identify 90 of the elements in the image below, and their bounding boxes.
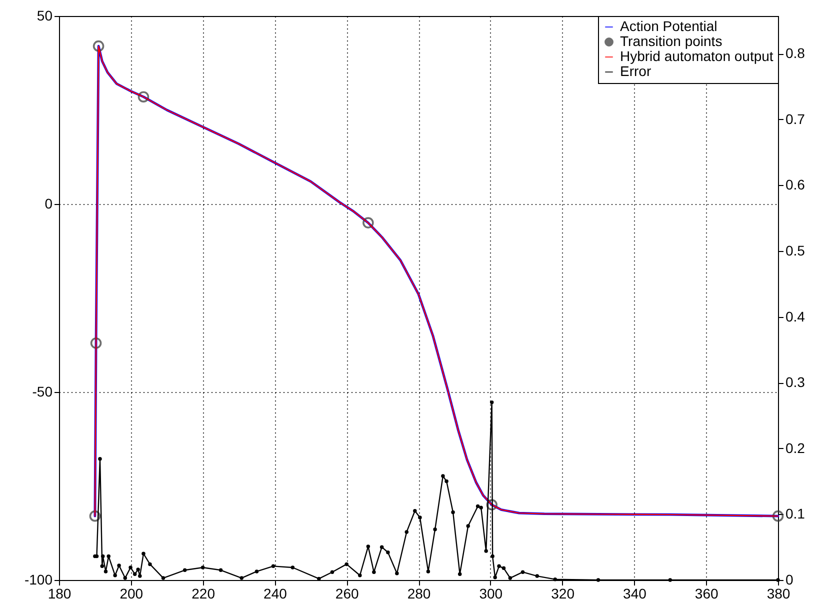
point bbox=[596, 578, 600, 582]
point bbox=[104, 570, 108, 574]
legend-label: Action Potential bbox=[620, 18, 718, 34]
point bbox=[395, 572, 399, 576]
point bbox=[386, 550, 390, 554]
point bbox=[497, 564, 501, 568]
point bbox=[466, 524, 470, 528]
point bbox=[138, 91, 150, 102]
x-tick-label: 240 bbox=[264, 586, 288, 602]
point bbox=[132, 572, 137, 576]
point bbox=[148, 562, 152, 566]
point bbox=[502, 566, 506, 570]
point bbox=[161, 576, 166, 580]
x-tick-label: 180 bbox=[48, 586, 72, 602]
x-tick-label: 200 bbox=[120, 586, 144, 602]
point bbox=[553, 577, 557, 582]
point bbox=[668, 578, 672, 582]
point bbox=[433, 527, 437, 532]
y2-tick-label: 0.1 bbox=[786, 506, 806, 522]
x-tick-label: 320 bbox=[551, 586, 575, 602]
point bbox=[486, 499, 498, 510]
point bbox=[426, 570, 430, 574]
legend-label: Error bbox=[620, 63, 652, 79]
point bbox=[493, 576, 497, 580]
y2-tick-label: 0 bbox=[786, 572, 794, 588]
point bbox=[479, 506, 483, 510]
point bbox=[366, 544, 370, 548]
x-tick-label: 380 bbox=[766, 586, 790, 602]
x-tick-label: 360 bbox=[694, 586, 718, 602]
y-tick-label: 50 bbox=[36, 8, 53, 24]
point bbox=[358, 574, 362, 578]
point bbox=[98, 457, 102, 461]
y-tick-label: -50 bbox=[32, 384, 53, 400]
point bbox=[490, 400, 494, 404]
point bbox=[136, 568, 140, 572]
point bbox=[330, 570, 334, 574]
y-tick-label: -100 bbox=[24, 572, 53, 588]
point bbox=[290, 566, 295, 570]
x-tick-label: 220 bbox=[192, 586, 216, 602]
point bbox=[404, 530, 409, 534]
point bbox=[444, 479, 448, 484]
point bbox=[484, 549, 488, 553]
y2-tick-label: 0.2 bbox=[786, 440, 806, 456]
point bbox=[458, 572, 462, 576]
point bbox=[100, 554, 105, 558]
point bbox=[106, 554, 110, 558]
point bbox=[418, 516, 422, 520]
y2-tick-label: 0.5 bbox=[786, 242, 806, 258]
point bbox=[138, 574, 142, 578]
point bbox=[380, 545, 384, 549]
point bbox=[441, 474, 445, 478]
point bbox=[254, 570, 259, 574]
y2-tick-label: 0.3 bbox=[786, 374, 806, 390]
point bbox=[372, 570, 376, 574]
point bbox=[123, 576, 128, 580]
point bbox=[451, 510, 455, 514]
point bbox=[90, 337, 102, 349]
point bbox=[200, 566, 205, 570]
legend-label: Hybrid automaton output bbox=[620, 48, 774, 64]
x-tick-label: 260 bbox=[335, 586, 359, 602]
point bbox=[100, 564, 104, 568]
point bbox=[240, 576, 244, 580]
x-tick-label: 280 bbox=[407, 586, 431, 602]
point bbox=[142, 552, 146, 556]
point bbox=[182, 568, 187, 572]
point bbox=[218, 568, 223, 572]
point bbox=[413, 509, 417, 513]
y2-tick-label: 0.7 bbox=[786, 110, 806, 127]
point bbox=[535, 574, 540, 578]
y2-tick-label: 0.4 bbox=[786, 308, 806, 324]
y2-tick-label: 0.6 bbox=[786, 176, 806, 193]
legend-label: Transition points bbox=[620, 33, 722, 49]
y-tick-label: 0 bbox=[44, 196, 53, 212]
point bbox=[776, 578, 780, 582]
point bbox=[520, 570, 525, 574]
x-tick-label: 300 bbox=[479, 586, 503, 602]
point bbox=[128, 566, 132, 570]
point bbox=[344, 562, 348, 566]
point bbox=[772, 510, 784, 522]
x-tick-label: 340 bbox=[623, 586, 647, 602]
y2-tick-label: 0.8 bbox=[786, 45, 806, 62]
point bbox=[89, 510, 101, 522]
point bbox=[117, 564, 121, 568]
point bbox=[92, 40, 104, 52]
point bbox=[490, 554, 494, 558]
point bbox=[508, 576, 512, 580]
point bbox=[362, 217, 374, 228]
point bbox=[476, 504, 480, 508]
point bbox=[271, 564, 276, 568]
point bbox=[113, 574, 117, 578]
